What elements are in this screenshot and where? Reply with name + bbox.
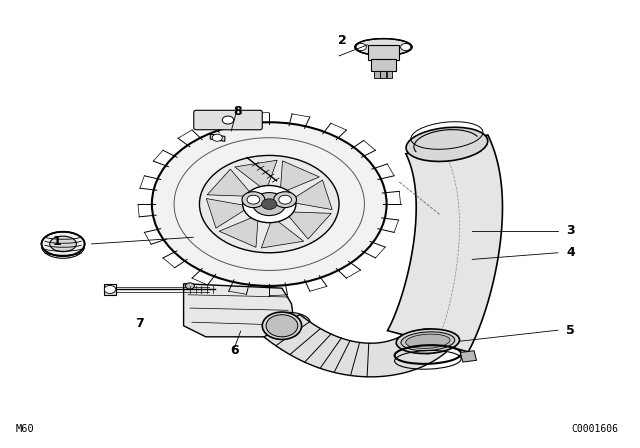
Ellipse shape: [50, 236, 76, 252]
Bar: [460, 351, 477, 362]
Circle shape: [243, 185, 296, 223]
Ellipse shape: [42, 232, 84, 256]
Text: 7: 7: [135, 317, 143, 330]
Polygon shape: [285, 212, 332, 239]
Circle shape: [247, 195, 260, 204]
Polygon shape: [261, 217, 304, 248]
Text: 6: 6: [230, 344, 239, 357]
Polygon shape: [207, 169, 253, 197]
Polygon shape: [280, 161, 319, 193]
Ellipse shape: [355, 39, 412, 56]
Bar: [367, 45, 399, 60]
Text: 5: 5: [566, 324, 575, 337]
Ellipse shape: [200, 155, 339, 253]
Text: 4: 4: [566, 246, 575, 259]
Ellipse shape: [273, 312, 310, 330]
Circle shape: [274, 192, 296, 207]
Ellipse shape: [152, 122, 387, 286]
Polygon shape: [104, 284, 116, 295]
Polygon shape: [264, 314, 446, 377]
Circle shape: [104, 285, 116, 293]
Circle shape: [186, 283, 195, 289]
Circle shape: [242, 192, 265, 207]
FancyBboxPatch shape: [194, 110, 262, 130]
Bar: [380, 71, 386, 78]
Text: 3: 3: [566, 224, 575, 237]
Circle shape: [222, 116, 234, 124]
Ellipse shape: [396, 329, 460, 353]
Ellipse shape: [266, 314, 298, 337]
Circle shape: [253, 193, 285, 215]
Ellipse shape: [415, 332, 440, 350]
Text: 2: 2: [338, 34, 347, 47]
Circle shape: [279, 195, 291, 204]
Ellipse shape: [406, 127, 488, 161]
Text: 8: 8: [233, 105, 242, 118]
Ellipse shape: [406, 334, 450, 349]
Text: M60: M60: [15, 424, 34, 434]
Polygon shape: [219, 215, 259, 247]
Polygon shape: [211, 134, 225, 141]
Bar: [387, 71, 392, 78]
Circle shape: [212, 134, 222, 141]
Circle shape: [401, 43, 411, 51]
Polygon shape: [387, 135, 502, 352]
Text: 1: 1: [52, 235, 61, 248]
Circle shape: [356, 43, 366, 51]
Polygon shape: [206, 198, 250, 228]
Polygon shape: [235, 160, 277, 191]
Polygon shape: [184, 284, 294, 337]
Bar: [374, 71, 380, 78]
Ellipse shape: [410, 329, 445, 353]
Ellipse shape: [401, 332, 455, 351]
Ellipse shape: [262, 312, 301, 340]
Polygon shape: [288, 180, 332, 210]
Bar: [371, 59, 396, 71]
Text: C0001606: C0001606: [571, 424, 618, 434]
Circle shape: [262, 199, 277, 209]
